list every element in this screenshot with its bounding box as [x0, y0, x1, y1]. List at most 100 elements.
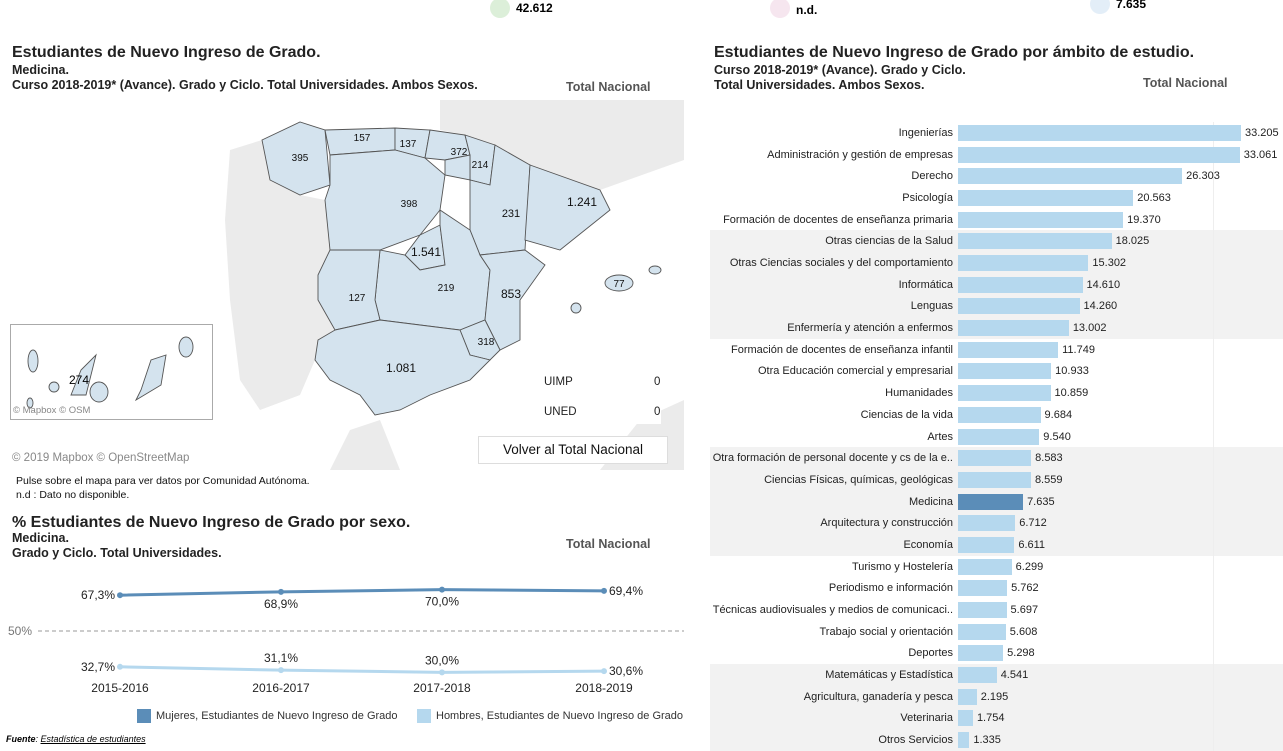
data-point[interactable] — [278, 667, 284, 674]
region-label: 219 — [438, 283, 455, 294]
bar-category-label: Otras Ciencias sociales y del comportami… — [729, 257, 953, 270]
bar-category-label: Administración y gestión de empresas — [767, 148, 953, 161]
inset-credit: © Mapbox © OSM — [13, 405, 91, 416]
bar[interactable] — [958, 667, 997, 683]
bar-category-label: Enfermería y atención a enfermos — [787, 322, 953, 335]
bar-value-label: 2.195 — [980, 690, 1009, 703]
region-label: 1.241 — [567, 195, 597, 209]
bar-value-label: 7.635 — [1027, 495, 1055, 508]
map-subtitle: Medicina. — [12, 63, 69, 77]
sex-title: % Estudiantes de Nuevo Ingreso de Grado … — [12, 514, 411, 531]
canarias-inset[interactable]: 274 © Mapbox © OSM — [10, 324, 213, 420]
bar[interactable] — [958, 601, 1007, 618]
region-baleares — [570, 302, 582, 314]
bar[interactable] — [958, 406, 1041, 423]
region-label: 157 — [354, 133, 371, 144]
bar-category-label: Arquitectura y construcción — [820, 517, 953, 530]
bar[interactable] — [958, 190, 1134, 207]
bar-subtitle: Curso 2018-2019* (Avance). Grado y Ciclo… — [714, 63, 966, 77]
bar[interactable] — [958, 341, 1059, 358]
data-point[interactable] — [601, 668, 607, 675]
bar[interactable] — [958, 146, 1240, 163]
bar-value-label: 15.302 — [1092, 257, 1127, 270]
data-point[interactable] — [117, 592, 123, 599]
bar-category-label: Trabajo social y orientación — [819, 625, 954, 638]
bar[interactable] — [958, 450, 1032, 467]
data-label: 70,0% — [425, 595, 459, 609]
bar[interactable] — [958, 255, 1089, 272]
bar[interactable] — [958, 125, 1241, 141]
bar-category-label: Formación de docentes de enseñanza prima… — [723, 213, 953, 226]
region-label: 137 — [400, 139, 417, 150]
region-valencia — [479, 249, 546, 351]
sex-line-chart: 50% 67,3% 68,9% 70,0% 69,4% 32,7% 31,1% 30,0% 30… — [8, 584, 684, 695]
bar[interactable] — [958, 515, 1016, 532]
sex-scope: Total Nacional — [566, 537, 651, 551]
x-tick-label: 2016-2017 — [252, 681, 310, 695]
bar-value-label: 14.260 — [1083, 300, 1118, 313]
other-value: 0 — [654, 406, 661, 418]
region-andalucia — [314, 319, 491, 416]
bar[interactable] — [958, 428, 1040, 445]
region-baleares — [604, 274, 634, 292]
other-label: UNED — [544, 406, 577, 418]
canarias-map: 274 — [26, 336, 194, 409]
source-link[interactable]: Estadística de estudiantes — [40, 734, 146, 744]
summary-value: 42.612 — [516, 1, 553, 15]
bar-value-label: 1.754 — [976, 712, 1005, 725]
bar-value-label: 20.563 — [1137, 192, 1171, 205]
bar[interactable] — [958, 558, 1012, 575]
data-point[interactable] — [439, 669, 445, 676]
bar[interactable] — [958, 320, 1069, 337]
data-point[interactable] — [601, 587, 607, 594]
bar-category-label: Formación de docentes de enseñanza infan… — [731, 343, 953, 356]
bar-category-label: Ciencias de la vida — [860, 408, 953, 421]
bar[interactable] — [958, 580, 1008, 597]
bar[interactable] — [958, 363, 1052, 380]
series-line-0 — [119, 588, 605, 597]
bar[interactable] — [958, 623, 1006, 640]
bar-category-label: Derecho — [911, 170, 953, 183]
x-tick-label: 2018-2019 — [575, 681, 633, 695]
legend-label-hombres[interactable]: Hombres, Estudiantes de Nuevo Ingreso de… — [436, 710, 684, 722]
legend-swatch-hombres — [417, 709, 431, 723]
bar-value-label: 6.611 — [1018, 538, 1046, 551]
bar-category-label: Ingenierías — [898, 127, 953, 139]
bar-category-label: Medicina — [908, 495, 953, 508]
data-point[interactable] — [439, 586, 445, 593]
bar[interactable] — [958, 276, 1083, 293]
bar-category-label: Otras ciencias de la Salud — [825, 235, 953, 248]
bar[interactable] — [958, 688, 977, 705]
bar[interactable] — [958, 493, 1024, 510]
bar-category-label: Turismo y Hostelería — [851, 560, 953, 573]
bar-value-label: 18.025 — [1115, 235, 1150, 248]
bar[interactable] — [958, 233, 1112, 250]
data-label: 32,7% — [81, 660, 115, 674]
bar[interactable] — [958, 710, 973, 727]
bar[interactable] — [958, 732, 970, 749]
bar-category-label: Informática — [898, 278, 953, 291]
bar[interactable] — [958, 385, 1051, 402]
bar[interactable] — [958, 211, 1124, 228]
bar[interactable] — [958, 536, 1015, 553]
bar-value-label: 8.559 — [1034, 473, 1063, 486]
bar-subtitle: Total Universidades. Ambos Sexos. — [714, 78, 925, 92]
data-point[interactable] — [117, 663, 123, 670]
bar[interactable] — [958, 471, 1031, 488]
bar-value-label: 10.933 — [1055, 365, 1089, 378]
bar[interactable] — [958, 168, 1183, 185]
region-label: 1.081 — [386, 361, 416, 375]
x-tick-label: 2015-2016 — [91, 681, 149, 695]
portugal-land — [225, 140, 335, 410]
data-point[interactable] — [278, 588, 284, 595]
back-to-national-button[interactable]: Volver al Total Nacional — [478, 436, 668, 464]
legend-label-mujeres[interactable]: Mujeres, Estudiantes de Nuevo Ingreso de… — [156, 710, 398, 722]
bar-value-label: 14.610 — [1086, 278, 1121, 291]
bar-value-label: 11.749 — [1062, 343, 1095, 356]
map-note: n.d : Dato no disponible. — [16, 489, 130, 501]
map-note: Pulse sobre el mapa para ver datos por C… — [16, 475, 310, 487]
bar[interactable] — [958, 298, 1080, 315]
bar-category-label: Otros Servicios — [878, 734, 953, 747]
bar-category-label: Humanidades — [885, 387, 953, 400]
bar[interactable] — [958, 645, 1004, 662]
